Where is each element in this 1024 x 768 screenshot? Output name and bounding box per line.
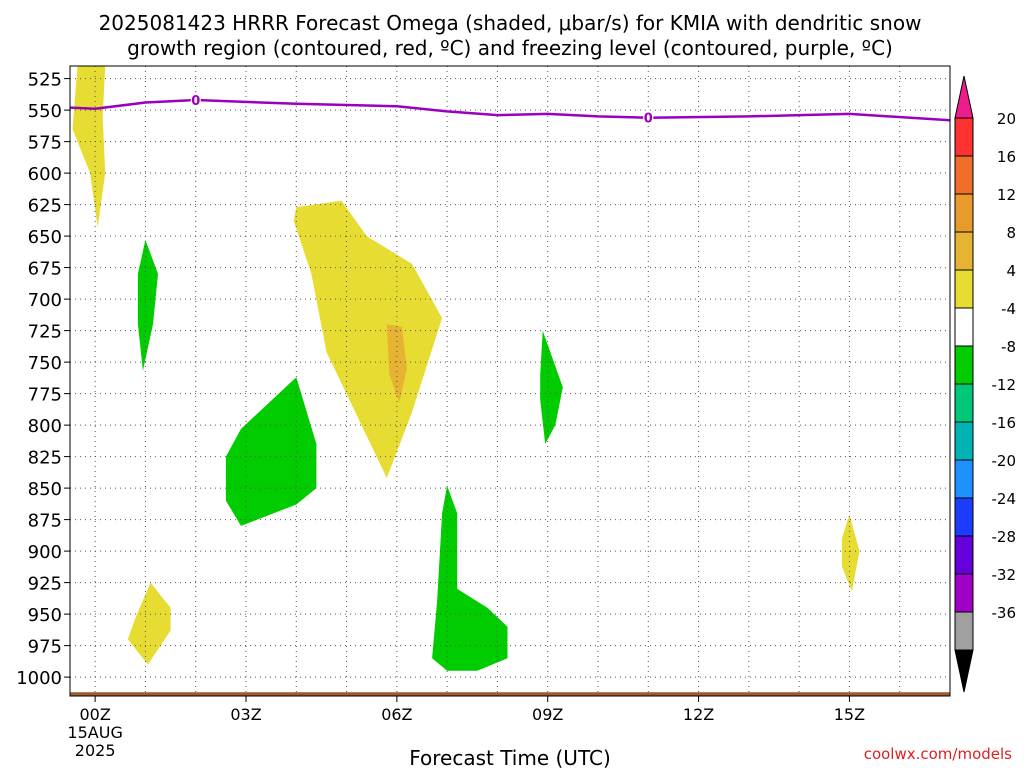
gridlines (70, 66, 950, 696)
y-tick-label: 850 (28, 479, 62, 500)
colorbar-label: -8 (1001, 338, 1016, 356)
colorbar-swatch-2 (954, 155, 974, 195)
colorbar-label: 12 (997, 186, 1016, 204)
ground-layer (70, 692, 950, 696)
y-tick-label: 725 (28, 322, 62, 343)
freezing-level-label: 0 (644, 112, 653, 127)
colorbar-label: -36 (992, 604, 1017, 622)
x-tick-label: 15Z (834, 705, 865, 724)
y-tick-label: 625 (28, 196, 62, 217)
colorbar-swatch-11 (954, 497, 974, 537)
colorbar-swatch-12 (954, 535, 974, 575)
x-tick-date: 15AUG (67, 723, 122, 742)
chart-title-line-1: 2025081423 HRRR Forecast Omega (shaded, … (99, 11, 922, 35)
colorbar-label: -28 (992, 528, 1017, 546)
omega-region-5 (386, 324, 407, 403)
y-tick-label: 700 (28, 290, 62, 311)
x-axis-label: Forecast Time (UTC) (409, 746, 611, 768)
y-tick-label: 575 (28, 133, 62, 154)
y-tick-label: 675 (28, 259, 62, 280)
colorbar-label: 20 (997, 110, 1016, 128)
chart-title: 2025081423 HRRR Forecast Omega (shaded, … (99, 11, 922, 60)
y-tick-label: 650 (28, 227, 62, 248)
freezing-label-bg-2 (643, 110, 654, 125)
colorbar-swatch-3 (954, 193, 974, 233)
omega-region-9 (432, 485, 508, 671)
colorbar-swatch-7 (954, 345, 974, 385)
omega-region-7 (225, 377, 317, 526)
colorbar-label: -16 (992, 414, 1017, 432)
y-tick-label: 1000 (16, 668, 62, 689)
colorbar-label: -4 (1001, 300, 1016, 318)
watermark-text: coolwx.com/models (864, 745, 1012, 763)
colorbar-swatch-10 (954, 459, 974, 499)
colorbar-bottom-arrow (954, 649, 974, 693)
omega-shaded-regions (72, 66, 860, 671)
y-tick-label: 525 (28, 70, 62, 91)
colorbar-swatch-13 (954, 573, 974, 613)
colorbar-swatch-9 (954, 421, 974, 461)
colorbar-label: 16 (997, 148, 1016, 166)
colorbar-swatch-8 (954, 383, 974, 423)
y-tick-label: 975 (28, 637, 62, 658)
colorbar-label: 8 (1006, 224, 1016, 242)
plot-frame (69, 65, 951, 697)
colorbar-label: -32 (992, 566, 1017, 584)
colorbar-legend: 20 16 12 8 4 -4 -8 -12 -16 -20 -24 -28 -32 -36 (954, 75, 1017, 693)
y-tick-label: 825 (28, 448, 62, 469)
colorbar-swatch-1 (954, 117, 974, 157)
omega-region-6 (137, 239, 158, 371)
x-tick-year: 2025 (75, 741, 116, 760)
colorbar-top-arrow (954, 75, 974, 119)
y-tick-label: 875 (28, 511, 62, 532)
y-tick-label: 950 (28, 605, 62, 626)
y-tick-label: 800 (28, 416, 62, 437)
ground-strip (70, 692, 950, 696)
omega-region-4 (841, 514, 860, 592)
y-tick-label: 925 (28, 574, 62, 595)
x-tick-label: 09Z (532, 705, 563, 724)
colorbar-label: -12 (992, 376, 1017, 394)
colorbar-swatch-5 (954, 269, 974, 309)
colorbar-swatch-6 (954, 307, 974, 347)
y-tick-label: 600 (28, 164, 62, 185)
chart-title-line-2: growth region (contoured, red, ºC) and f… (127, 36, 893, 60)
y-axis: 525 550 575 600 625 650 675 700 725 750 775 800 825 8… (16, 70, 70, 689)
colorbar-label: -20 (992, 452, 1017, 470)
colorbar-swatch-4 (954, 231, 974, 271)
y-tick-label: 550 (28, 101, 62, 122)
x-tick-label: 03Z (230, 705, 261, 724)
omega-region-8 (540, 330, 563, 444)
x-tick-label: 00Z (79, 705, 110, 724)
y-tick-label: 900 (28, 542, 62, 563)
freezing-level-line (69, 98, 951, 122)
colorbar-label: -24 (992, 490, 1017, 508)
y-tick-label: 775 (28, 385, 62, 406)
y-tick-label: 750 (28, 353, 62, 374)
freezing-level-contour: 00 (69, 93, 951, 127)
plot-area: 00 (69, 65, 951, 697)
colorbar-swatch-14 (954, 611, 974, 651)
freezing-label-bg-1 (190, 93, 201, 108)
omega-region-2 (293, 200, 443, 479)
colorbar-label: 4 (1006, 262, 1016, 280)
x-tick-label: 06Z (381, 705, 412, 724)
omega-region-1 (72, 66, 106, 228)
omega-region-3 (127, 582, 171, 665)
x-tick-label: 12Z (683, 705, 714, 724)
freezing-level-label: 0 (191, 94, 200, 109)
